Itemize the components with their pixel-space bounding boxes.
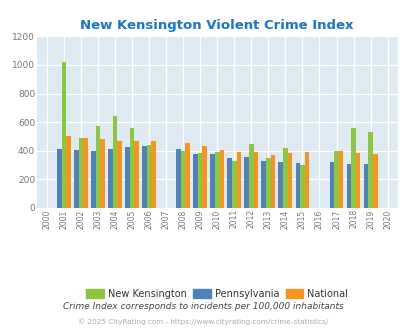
Bar [214,152,219,208]
Bar [338,151,343,208]
Bar [329,162,333,208]
Bar [112,116,117,208]
Bar [346,164,350,208]
Bar [91,151,95,208]
Bar [74,150,78,208]
Bar [176,149,180,208]
Text: © 2025 CityRating.com - https://www.cityrating.com/crime-statistics/: © 2025 CityRating.com - https://www.city… [78,318,327,325]
Bar [236,152,241,208]
Bar [66,136,70,208]
Text: Crime Index corresponds to incidents per 100,000 inhabitants: Crime Index corresponds to incidents per… [62,302,343,311]
Bar [146,145,151,208]
Bar [372,153,377,208]
Bar [244,157,248,208]
Bar [62,62,66,208]
Bar [57,149,62,208]
Bar [185,143,190,208]
Title: New Kensington Violent Crime Index: New Kensington Violent Crime Index [80,19,353,32]
Bar [142,146,146,208]
Bar [367,132,372,208]
Bar [295,163,299,208]
Bar [151,141,156,208]
Bar [78,138,83,208]
Bar [248,144,253,208]
Bar [219,150,224,208]
Bar [210,154,214,208]
Bar [83,138,87,208]
Bar [287,153,292,208]
Bar [117,141,121,208]
Bar [197,153,202,208]
Bar [299,165,304,208]
Bar [134,141,139,208]
Bar [100,139,104,208]
Bar [265,158,270,208]
Bar [95,126,100,208]
Bar [282,148,287,208]
Bar [355,153,360,208]
Bar [193,153,197,208]
Bar [108,149,112,208]
Bar [180,151,185,208]
Bar [227,158,231,208]
Bar [278,162,282,208]
Bar [261,161,265,208]
Bar [363,164,367,208]
Bar [125,147,129,208]
Bar [304,152,309,208]
Bar [202,147,207,208]
Legend: New Kensington, Pennsylvania, National: New Kensington, Pennsylvania, National [82,285,351,303]
Bar [253,152,258,208]
Bar [231,161,236,208]
Bar [129,128,134,208]
Bar [350,128,355,208]
Bar [333,151,338,208]
Bar [270,155,275,208]
